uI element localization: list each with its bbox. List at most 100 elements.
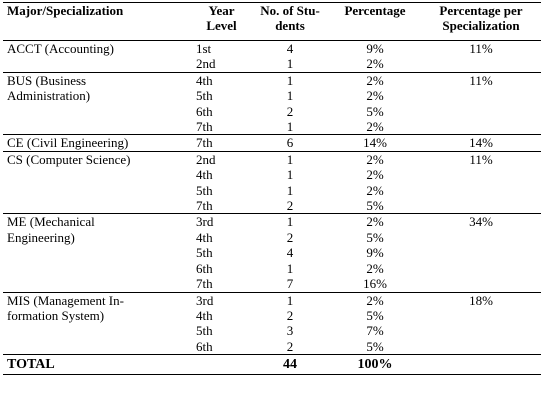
- percentage-cell: 2%: [366, 119, 384, 135]
- students-cell: 2: [286, 198, 294, 214]
- header-row: Major/Specialization Year Level No. of Stu…: [3, 2, 541, 41]
- year-cell: 4th: [196, 167, 213, 183]
- specialization-percentage-cell: 11%: [469, 151, 493, 167]
- percentage-cell: 5%: [366, 229, 384, 245]
- specialization-percentage-cell: 34%: [469, 214, 493, 230]
- year-cell: 3rd: [196, 292, 214, 308]
- row: 7th 2 5%: [3, 198, 541, 214]
- year-cell: 5th: [196, 88, 213, 104]
- major-cell: BUS (Business Administration): [7, 72, 91, 104]
- total-students: 44: [283, 357, 297, 373]
- year-cell: 4th: [196, 72, 213, 88]
- students-cell: 1: [286, 182, 294, 198]
- year-cell: 5th: [196, 182, 213, 198]
- percentage-cell: 14%: [363, 135, 387, 151]
- row: 6th 2 5%: [3, 104, 541, 119]
- total-label: TOTAL: [7, 357, 55, 373]
- students-cell: 1: [286, 56, 294, 72]
- year-cell: 1st: [196, 41, 212, 56]
- data-table: Major/Specialization Year Level No. of Stu…: [3, 2, 541, 375]
- major-cell: CS (Computer Science): [7, 151, 131, 167]
- students-cell: 1: [286, 88, 294, 104]
- percentage-cell: 2%: [366, 167, 384, 183]
- year-cell: 7th: [196, 276, 213, 292]
- group: CS (Computer Science) 2nd 1 2% 11% 4th 1 2% 5th 1…: [3, 151, 541, 214]
- total-row: TOTAL 44 100%: [3, 354, 541, 375]
- year-cell: 2nd: [196, 151, 216, 167]
- percentage-cell: 2%: [366, 72, 384, 88]
- row: 2nd 1 2%: [3, 56, 541, 72]
- specialization-percentage-cell: 11%: [469, 72, 493, 88]
- row: 6th 1 2%: [3, 261, 541, 276]
- students-cell: 1: [286, 151, 294, 167]
- specialization-percentage-cell: 18%: [469, 292, 493, 308]
- row: CE (Civil Engineering) 7th 6 14% 14%: [3, 134, 541, 151]
- empty-cell: [186, 355, 251, 375]
- percentage-cell: 5%: [366, 198, 384, 214]
- students-cell: 2: [286, 338, 294, 354]
- year-cell: 7th: [196, 198, 213, 214]
- students-cell: 4: [286, 245, 294, 261]
- percentage-cell: 2%: [366, 182, 384, 198]
- row: 6th 2 5%: [3, 339, 541, 355]
- students-cell: 2: [286, 103, 294, 119]
- row: 5th 1 2%: [3, 88, 541, 103]
- row: 4th 2 5%: [3, 230, 541, 245]
- year-cell: 7th: [196, 119, 213, 135]
- percentage-cell: 2%: [366, 214, 384, 230]
- group: CE (Civil Engineering) 7th 6 14% 14%: [3, 134, 541, 151]
- percentage-cell: 5%: [366, 338, 384, 354]
- year-cell: 6th: [196, 103, 213, 119]
- percentage-cell: 5%: [366, 307, 384, 323]
- row: 5th 3 7%: [3, 323, 541, 338]
- major-cell: ACCT (Accounting): [7, 41, 114, 56]
- year-cell: 5th: [196, 323, 213, 339]
- table-header: Major/Specialization Year Level No. of Stu…: [3, 2, 541, 41]
- major-cell: CE (Civil Engineering): [7, 135, 129, 151]
- percentage-cell: 2%: [366, 56, 384, 72]
- specialization-percentage-cell: 11%: [469, 41, 493, 56]
- row: ACCT (Accounting) 1st 4 9% 11%: [3, 40, 541, 57]
- year-cell: 2nd: [196, 56, 216, 72]
- students-cell: 2: [286, 307, 294, 323]
- percentage-cell: 9%: [366, 41, 384, 56]
- students-cell: 4: [286, 41, 294, 56]
- year-cell: 4th: [196, 307, 213, 323]
- students-cell: 2: [286, 229, 294, 245]
- students-cell: 7: [286, 276, 294, 292]
- year-cell: 3rd: [196, 214, 214, 230]
- header-cell: No. of Stu- dents: [260, 3, 320, 34]
- year-cell: 5th: [196, 245, 213, 261]
- row: 7th 1 2%: [3, 119, 541, 135]
- row: ME (Mechanical Engineering) 3rd 1 2% 34%: [3, 213, 541, 245]
- percentage-cell: 5%: [366, 103, 384, 119]
- students-cell: 1: [286, 72, 294, 88]
- row: 4th 2 5%: [3, 308, 541, 323]
- total: TOTAL 44 100%: [3, 354, 541, 375]
- group: BUS (Business Administration) 4th 1 2% 11% 5t…: [3, 72, 541, 135]
- row: 5th 1 2%: [3, 183, 541, 198]
- major-cell: ME (Mechanical Engineering): [7, 214, 95, 245]
- group: ACCT (Accounting) 1st 4 9% 11% 2nd 1 2%: [3, 40, 541, 73]
- header-cell: Year Level: [206, 3, 237, 34]
- group: MIS (Management In- formation System) 3rd…: [3, 292, 541, 355]
- row: MIS (Management In- formation System) 3rd…: [3, 292, 541, 323]
- row: 4th 1 2%: [3, 167, 541, 182]
- year-cell: 4th: [196, 229, 213, 245]
- students-cell: 1: [286, 260, 294, 276]
- year-cell: 6th: [196, 338, 213, 354]
- percentage-cell: 7%: [366, 323, 384, 339]
- row: BUS (Business Administration) 4th 1 2% 11%: [3, 72, 541, 103]
- students-cell: 1: [286, 214, 294, 230]
- row: CS (Computer Science) 2nd 1 2% 11%: [3, 151, 541, 167]
- header-cell: Major/Specialization: [7, 3, 124, 18]
- major-cell: MIS (Management In- formation System): [7, 292, 124, 323]
- percentage-cell: 16%: [363, 276, 387, 292]
- percentage-cell: 2%: [366, 88, 384, 104]
- students-cell: 3: [286, 323, 294, 339]
- year-cell: 6th: [196, 260, 213, 276]
- students-cell: 1: [286, 167, 294, 183]
- percentage-cell: 2%: [366, 292, 384, 308]
- header-cell: Percentage: [344, 3, 406, 18]
- row: 7th 7 16%: [3, 276, 541, 292]
